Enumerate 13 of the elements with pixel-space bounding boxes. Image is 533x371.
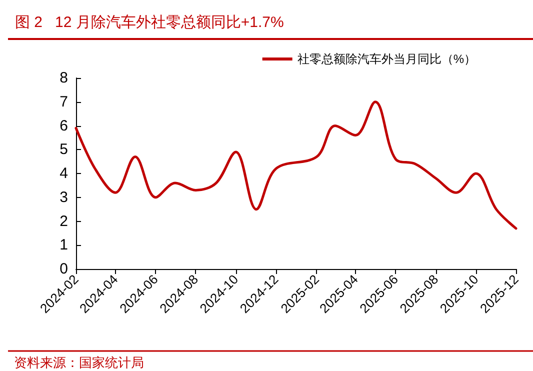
y-tick-label: 8 — [60, 70, 68, 86]
text: 资料来源：国家统计局 — [14, 355, 144, 370]
y-tick-label: 5 — [60, 141, 68, 158]
y-tick-label: 7 — [60, 93, 68, 110]
y-tick-label: 1 — [60, 236, 68, 254]
line-series — [74, 100, 518, 230]
legend-label: 社零总额除汽车外当月同比（%） — [297, 52, 476, 66]
y-tick-label: 0 — [60, 260, 68, 278]
y-tick-label: 4 — [60, 165, 68, 182]
y-tick-label: 3 — [60, 188, 68, 206]
y-tick-label: 6 — [60, 117, 68, 134]
chart-title: 图 2 12 月除汽车外社零总额同比+1.7% — [15, 14, 284, 31]
y-tick-label: 2 — [60, 212, 68, 230]
